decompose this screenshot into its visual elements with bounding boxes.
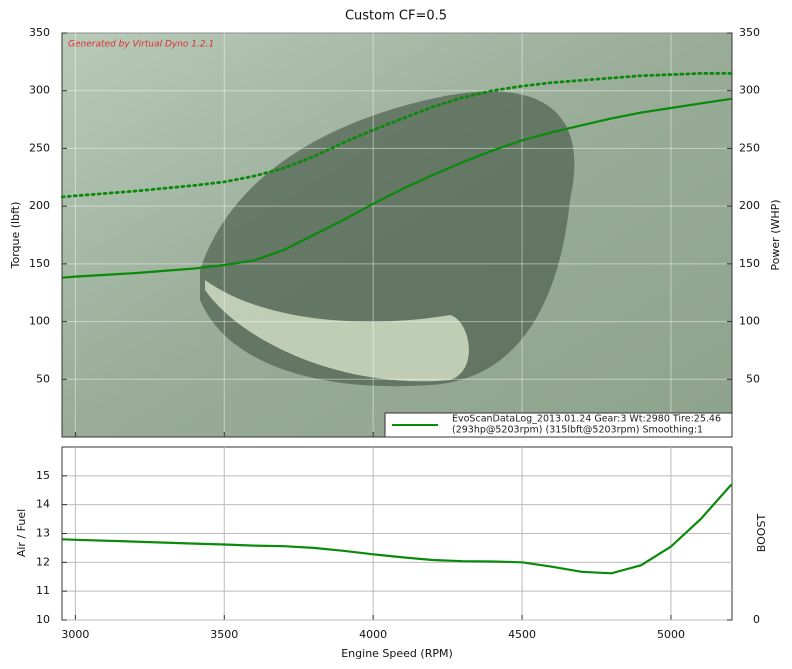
y2-tick-label: 0 bbox=[753, 613, 760, 626]
legend-text: (293hp@5203rpm) (315lbft@5203rpm) Smooth… bbox=[452, 425, 703, 436]
y2-tick-label: 100 bbox=[739, 315, 760, 328]
legend-box bbox=[384, 412, 733, 438]
y-axis-label: Torque (lbft) bbox=[9, 202, 22, 270]
y-tick-label: 350 bbox=[29, 26, 50, 39]
watermark: Generated by Virtual Dyno 1.2.1 bbox=[68, 40, 214, 50]
y-tick-label: 15 bbox=[36, 469, 50, 482]
y2-axis-label: Power (WHP) bbox=[769, 199, 782, 270]
y-tick-label: 12 bbox=[36, 555, 50, 568]
y2-tick-label: 250 bbox=[739, 141, 760, 154]
legend: EvoScanDataLog_2013.01.24 Gear:3 Wt:2980… bbox=[384, 412, 733, 438]
series-line bbox=[62, 97, 732, 279]
y2-tick-label: 350 bbox=[739, 26, 760, 39]
y-tick-label: 100 bbox=[29, 315, 50, 328]
y2-tick-label: 150 bbox=[739, 257, 760, 270]
y-axis-label: Air / Fuel bbox=[15, 509, 28, 557]
x-tick-label: 4000 bbox=[359, 628, 387, 641]
y-tick-label: 14 bbox=[36, 498, 50, 511]
y-tick-label: 150 bbox=[29, 257, 50, 270]
legend-text: EvoScanDataLog_2013.01.24 Gear:3 Wt:2980… bbox=[452, 414, 721, 425]
series-line bbox=[62, 483, 733, 575]
y2-tick-label: 50 bbox=[746, 372, 760, 385]
series-line bbox=[60, 72, 733, 199]
y-tick-label: 250 bbox=[29, 141, 50, 154]
x-tick-label: 5000 bbox=[657, 628, 685, 641]
y-tick-label: 200 bbox=[29, 199, 50, 212]
x-tick-label: 4500 bbox=[508, 628, 536, 641]
chart-title: Custom CF=0.5 bbox=[345, 9, 447, 24]
y-tick-label: 10 bbox=[36, 613, 50, 626]
y2-tick-label: 300 bbox=[739, 84, 760, 97]
y-tick-label: 300 bbox=[29, 84, 50, 97]
y2-tick-label: 200 bbox=[739, 199, 760, 212]
y2-axis-label: BOOST bbox=[755, 514, 768, 553]
x-tick-label: 3500 bbox=[210, 628, 238, 641]
y-tick-label: 50 bbox=[36, 372, 50, 385]
y-tick-label: 13 bbox=[36, 527, 50, 540]
y-tick-label: 11 bbox=[36, 584, 50, 597]
x-tick-label: 3000 bbox=[61, 628, 89, 641]
x-axis-label: Engine Speed (RPM) bbox=[341, 647, 453, 660]
car-bumper bbox=[205, 280, 469, 382]
